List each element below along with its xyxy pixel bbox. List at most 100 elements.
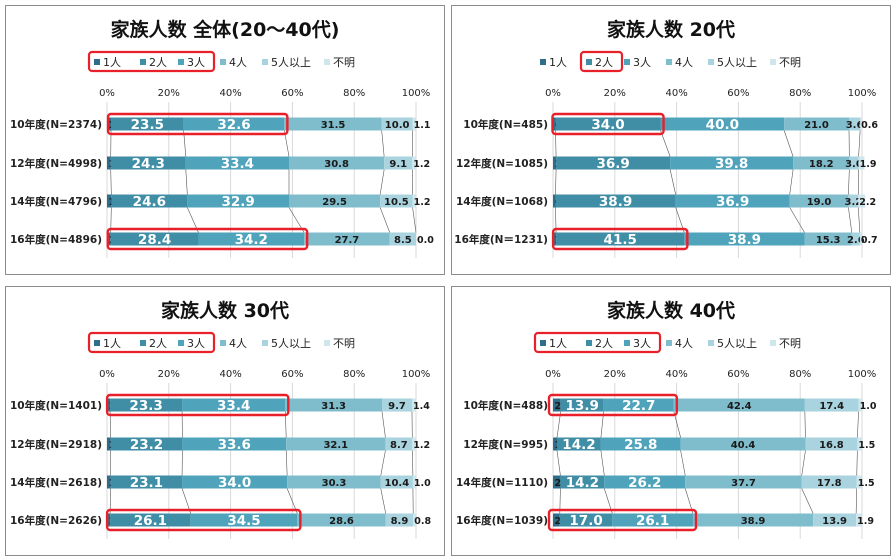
x-tick-label: 0% — [99, 369, 115, 380]
bar-segment — [670, 156, 794, 170]
bar-segment — [389, 232, 416, 246]
bar-segment — [813, 513, 857, 527]
data-label: 30.3 — [322, 478, 347, 489]
x-tick-label: 60% — [727, 88, 749, 99]
chart-panel-30s: 家族人数 30代 1人 2人 3人 4人 5人以上 不明 0% 20% 40% 60% 80% 100%… — [5, 286, 445, 556]
bar-segment — [612, 513, 693, 527]
legend-swatch-3 — [178, 340, 184, 346]
data-label: 1.9 — [857, 516, 874, 527]
legend-swatch-6 — [770, 340, 776, 346]
data-label: 23.3 — [129, 398, 162, 414]
bar-segment — [673, 398, 805, 412]
bar-highlight — [106, 227, 309, 251]
series-connector — [848, 169, 850, 195]
bar-segment — [304, 232, 390, 246]
legend: 1人 2人 3人 4人 5人以上 不明 — [94, 56, 355, 69]
chart-40s: 家族人数 40代 1人 2人 3人 4人 5人以上 不明 0% 20% 40% 60% 80% 100%… — [456, 299, 877, 539]
data-label: 26.2 — [628, 475, 661, 491]
series-connector — [855, 488, 858, 514]
series-connector — [381, 130, 385, 157]
bar-segment — [553, 156, 557, 170]
bar-segment — [284, 117, 382, 131]
legend-swatch-4 — [666, 340, 672, 346]
bar-segment — [297, 513, 386, 527]
series-connector — [379, 207, 391, 233]
series-connector — [857, 207, 861, 233]
bar-segment — [412, 475, 416, 489]
data-label: 18.2 — [809, 159, 834, 170]
x-tick-label: 100% — [402, 88, 431, 99]
x-tick-label: 20% — [604, 369, 626, 380]
bar-segment — [187, 194, 290, 208]
x-tick-label: 80% — [789, 369, 811, 380]
category-label: 12年度(N=1085) — [456, 157, 548, 170]
bar-segment — [555, 194, 676, 208]
legend-label-1: 1人 — [549, 56, 567, 69]
bar-segment — [804, 232, 852, 246]
data-label: 1.2 — [414, 197, 431, 208]
x-tick-label: 40% — [665, 369, 687, 380]
series-connector — [783, 130, 794, 157]
chart-panel-total: 家族人数 全体(20～40代) 1人 2人 3人 4人 5人以上 不明 0% 20% 40% 60%… — [5, 5, 445, 275]
category-label: 14年度(N=2618) — [10, 476, 102, 489]
legend-highlight — [533, 331, 662, 354]
data-label: 8.9 — [391, 516, 409, 527]
bar-segment — [110, 513, 191, 527]
data-label: 32.6 — [217, 117, 250, 133]
bar-segment — [849, 117, 861, 131]
data-label: 3.2 — [844, 197, 862, 208]
bar-segment — [412, 117, 416, 131]
series-connector — [110, 169, 112, 195]
data-label: 1.9 — [860, 159, 877, 170]
bar-segment — [603, 398, 674, 412]
legend-swatch-5 — [262, 340, 268, 346]
bar-segment — [692, 513, 814, 527]
series-connector — [411, 450, 414, 476]
category-label: 14年度(N=1110) — [456, 476, 548, 489]
legend-swatch-2 — [586, 59, 592, 65]
data-label: 15.3 — [816, 235, 841, 246]
data-label: 1.0 — [414, 478, 431, 489]
bar-segment — [107, 437, 111, 451]
bar-segment — [111, 194, 188, 208]
data-label: 17.4 — [819, 401, 844, 412]
bar-segment — [553, 513, 560, 527]
bar-segment — [107, 156, 111, 170]
series-connector — [381, 411, 386, 438]
bar-segment — [183, 117, 285, 131]
data-label: 33.4 — [217, 398, 250, 414]
legend-swatch-5 — [708, 340, 714, 346]
legend-swatch-2 — [586, 340, 592, 346]
legend-label-1: 1人 — [103, 337, 121, 350]
data-label: 38.9 — [599, 194, 632, 210]
data-label: 33.6 — [218, 437, 251, 453]
bar-segment — [107, 475, 111, 489]
category-label: 16年度(N=1039) — [456, 514, 548, 527]
chart-20s: 家族人数 20代 1人 2人 3人 4人 5人以上 不明 0% 20% 40% 60% 80% 100%… — [454, 18, 878, 258]
chart-title: 家族人数 20代 — [607, 18, 735, 41]
bar-segment — [604, 475, 686, 489]
bar-segment — [385, 437, 413, 451]
data-label: 0.8 — [414, 516, 431, 527]
data-label: 23.1 — [130, 475, 163, 491]
bar-segment — [110, 475, 183, 489]
bar-segment — [110, 156, 186, 170]
data-label: 25.8 — [624, 437, 657, 453]
data-label: 28.6 — [329, 516, 354, 527]
data-label: 36.9 — [596, 156, 629, 172]
bar-segment — [553, 117, 556, 131]
series-connector — [185, 169, 188, 195]
bar-segment — [289, 156, 385, 170]
series-connector — [680, 450, 686, 476]
x-tick-label: 100% — [402, 369, 431, 380]
category-label: 12年度(N=4998) — [10, 157, 102, 170]
bar-segment — [380, 194, 413, 208]
legend-label-5: 5人以上 — [717, 337, 757, 350]
data-label: 8.5 — [394, 235, 412, 246]
legend-label-2: 2人 — [595, 56, 613, 69]
data-label: 37.7 — [731, 478, 756, 489]
legend-label-6: 不明 — [779, 337, 801, 350]
bar-segment — [182, 398, 286, 412]
legend-label-5: 5人以上 — [271, 337, 311, 350]
series-connector — [801, 488, 814, 514]
